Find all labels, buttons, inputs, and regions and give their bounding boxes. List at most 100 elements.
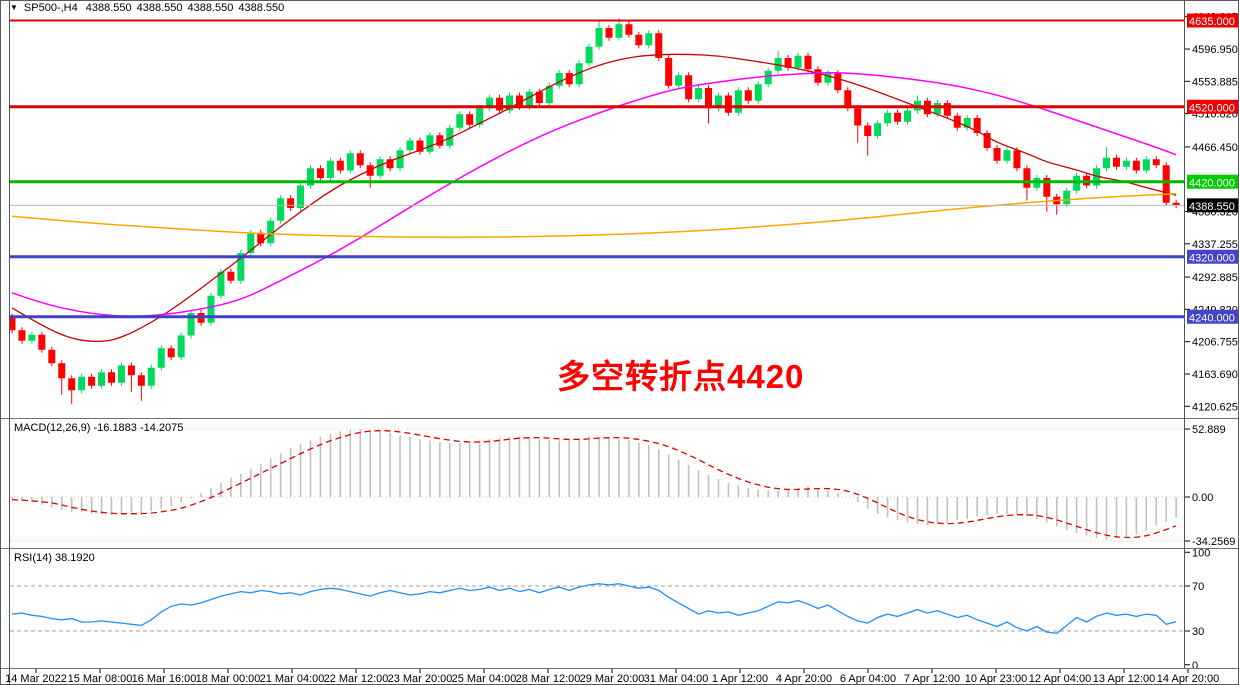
candle-body xyxy=(247,232,255,253)
candle-body xyxy=(655,33,663,58)
candle-body xyxy=(426,135,434,152)
candle-body xyxy=(1013,150,1021,169)
candle-body xyxy=(575,63,583,85)
candle-body xyxy=(804,55,812,70)
time-axis-label: 31 Mar 04:00 xyxy=(644,673,709,685)
candle-body xyxy=(326,160,334,178)
rsi-axis-label: 30 xyxy=(1192,626,1204,638)
price-axis-tick-label: 4466.450 xyxy=(1192,142,1238,154)
candle-body xyxy=(963,118,971,128)
time-axis-label: 29 Mar 20:00 xyxy=(580,673,645,685)
time-axis-label: 6 Apr 04:00 xyxy=(840,673,896,685)
macd-signal-line xyxy=(11,430,1177,539)
price-badge xyxy=(1187,174,1238,189)
candle-body xyxy=(147,367,155,386)
candle-body xyxy=(98,372,106,386)
candle-body xyxy=(615,24,623,38)
candle-body xyxy=(277,198,285,221)
candle-body xyxy=(1093,168,1101,186)
candle-body xyxy=(58,363,66,379)
candle-body xyxy=(416,140,424,152)
price-badge-label: 4635.000 xyxy=(1189,16,1235,28)
candle-body xyxy=(28,334,36,341)
candle-body xyxy=(167,348,175,358)
candle-body xyxy=(1142,159,1150,171)
candle-body xyxy=(78,376,86,391)
candle-body xyxy=(585,46,593,64)
candle-body xyxy=(515,95,523,107)
rsi-axis-label: 100 xyxy=(1192,547,1210,559)
candle-body xyxy=(854,108,862,126)
macd-axis-label: -34.2569 xyxy=(1192,536,1235,548)
candle-body xyxy=(217,271,225,296)
candle-body xyxy=(1162,165,1170,203)
candle-body xyxy=(645,33,653,46)
candle-body xyxy=(346,153,354,171)
time-axis[interactable] xyxy=(1,668,1239,685)
symbol-info-bar: ▼ SP500-,H4 4388.550 4388.550 4388.550 4388.5… xyxy=(10,2,289,15)
candle-body xyxy=(336,160,344,171)
macd-pane[interactable] xyxy=(10,419,1184,547)
candle-body xyxy=(814,69,822,83)
price-badge-label: 4420.000 xyxy=(1189,177,1235,189)
price-badge-label: 4388.550 xyxy=(1189,201,1235,213)
price-axis-tick-label: 4163.690 xyxy=(1192,369,1238,381)
candle-body xyxy=(1152,159,1160,166)
ohlc-open-value: 4388.550 xyxy=(85,2,132,14)
price-axis-tick-label: 4553.885 xyxy=(1192,76,1238,88)
candle-body xyxy=(784,58,792,68)
time-axis-label: 15 Mar 08:00 xyxy=(68,673,133,685)
time-axis-label: 14 Mar 2022 xyxy=(5,673,67,685)
candle-body xyxy=(635,34,643,46)
candle-body xyxy=(18,330,26,341)
price-badge-label: 4520.000 xyxy=(1189,102,1235,114)
candle-body xyxy=(844,90,852,109)
candle-body xyxy=(88,376,96,386)
candle-body xyxy=(1063,190,1071,205)
candle-body xyxy=(824,73,832,83)
candle-body xyxy=(476,108,484,125)
price-badge xyxy=(1187,13,1238,28)
price-axis-tick-label: 4596.950 xyxy=(1192,44,1238,56)
candle-body xyxy=(496,97,504,111)
candle-body xyxy=(48,349,56,364)
candle-body xyxy=(406,140,414,151)
candle-body xyxy=(237,253,245,281)
time-axis-label: 21 Mar 04:00 xyxy=(260,673,325,685)
candle-body xyxy=(565,73,573,85)
candle-body xyxy=(207,295,215,323)
candle-body xyxy=(705,88,712,109)
candle-body xyxy=(157,348,165,368)
ma-fast-line xyxy=(11,53,1177,343)
ohlc-low-value: 4388.550 xyxy=(187,2,234,14)
candle-body xyxy=(933,103,941,115)
candle-body xyxy=(466,114,474,125)
candle-body xyxy=(38,334,46,350)
candle-body xyxy=(316,168,324,178)
candle-body xyxy=(904,110,911,122)
rsi-axis-label: 0 xyxy=(1192,660,1198,672)
candle-body xyxy=(396,150,404,169)
time-axis-label: 13 Apr 12:00 xyxy=(1093,673,1155,685)
price-axis-tick-label: 4337.255 xyxy=(1192,239,1238,251)
candle-body xyxy=(595,28,603,47)
candle-body xyxy=(127,365,135,376)
rsi-pane[interactable] xyxy=(10,549,1184,667)
candle-body xyxy=(297,185,305,208)
candle-body xyxy=(257,232,265,244)
candle-body xyxy=(376,159,384,176)
candle-body xyxy=(1132,160,1140,171)
macd-values: -16.1883 -14.2075 xyxy=(93,422,184,434)
main-chart-pane[interactable] xyxy=(10,1,1184,418)
price-badge-label: 4320.000 xyxy=(1189,252,1235,264)
time-axis-label: 1 Apr 12:00 xyxy=(712,673,768,685)
time-axis-label: 28 Mar 12:00 xyxy=(516,673,581,685)
candle-body xyxy=(1043,178,1051,197)
candle-body xyxy=(486,97,494,109)
candle-body xyxy=(993,148,1001,161)
ohlc-high-value: 4388.550 xyxy=(136,2,183,14)
macd-name: MACD(12,26,9) xyxy=(14,422,91,434)
candle-body xyxy=(108,372,115,383)
price-axis-tick-label: 4292.885 xyxy=(1192,272,1238,284)
candle-body xyxy=(456,114,464,128)
